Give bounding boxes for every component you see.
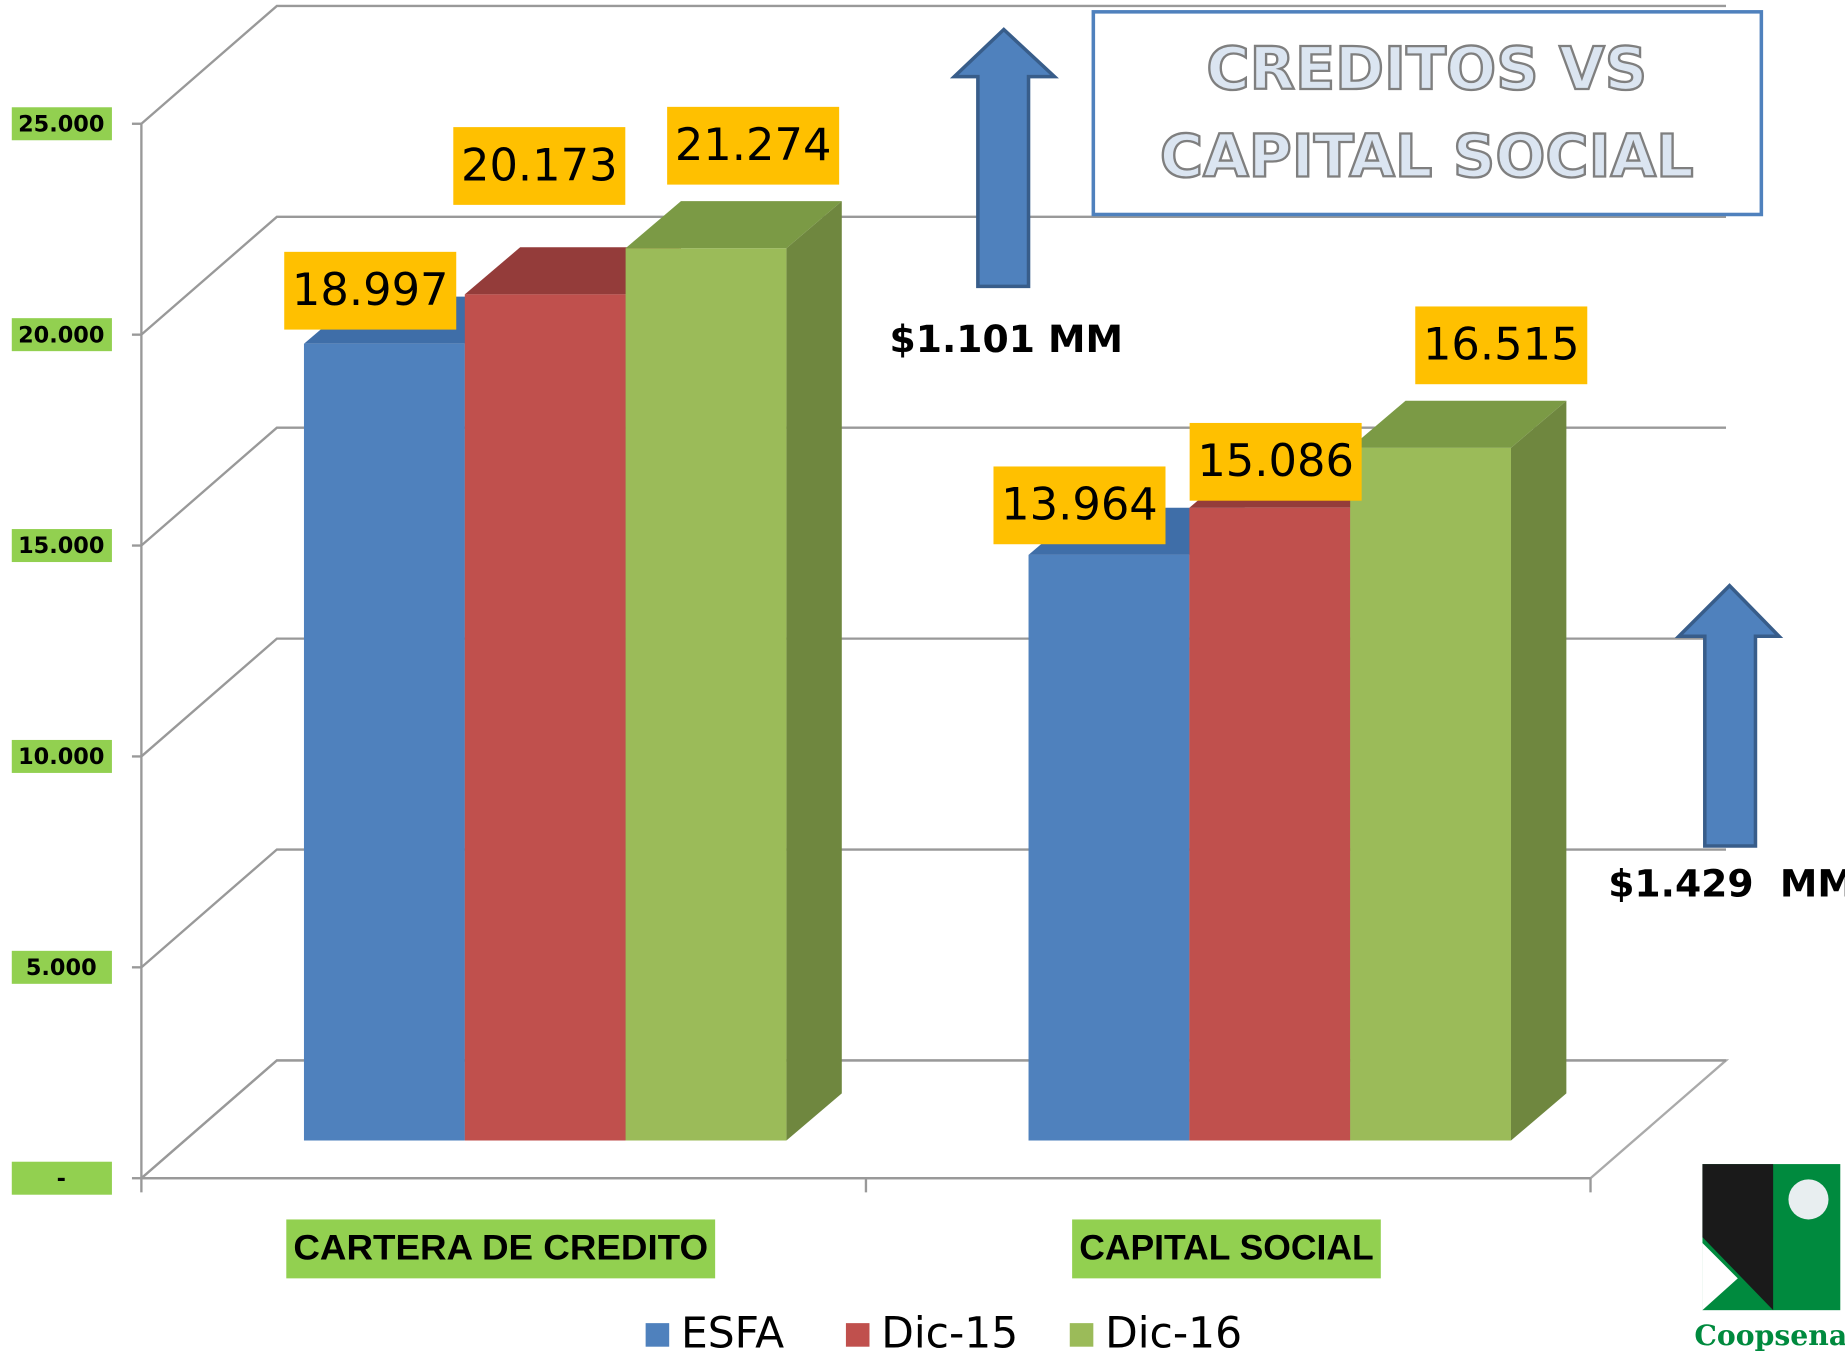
- value-label: 16.515: [1423, 318, 1580, 371]
- annotation: $1.101 MM: [890, 317, 1124, 361]
- y-tick-label: 25.000: [18, 111, 104, 137]
- bar: [303, 343, 465, 1141]
- legend-swatch: [645, 1323, 670, 1347]
- tick-label-box: [11, 107, 112, 141]
- value-label-box: [1189, 422, 1362, 501]
- tick-label-box: [11, 529, 112, 563]
- category-label-box: [286, 1219, 716, 1279]
- x-tick-label: CARTERA DE CREDITO: [293, 1228, 708, 1267]
- value-label: 15.086: [1197, 434, 1354, 487]
- tick-label-box: [11, 318, 112, 352]
- bar-side: [786, 201, 842, 1141]
- value-label: 18.997: [292, 263, 449, 316]
- legend-label: Dic-16: [1105, 1310, 1242, 1355]
- tick-label-box: [11, 739, 112, 773]
- logo-shape: [1702, 1164, 1774, 1311]
- value-label-box: [284, 251, 457, 330]
- value-label: 13.964: [1001, 478, 1158, 531]
- value-label: 21.274: [675, 118, 832, 171]
- grid-line: [140, 4, 1727, 125]
- logo: Coopsena: [1694, 1164, 1845, 1352]
- x-tick-label: CAPITAL SOCIAL: [1079, 1228, 1374, 1267]
- bar: [1189, 507, 1351, 1141]
- bar: [1028, 554, 1190, 1141]
- bar: [625, 248, 787, 1141]
- chart-title: CREDITOS VS: [1206, 34, 1647, 103]
- y-tick-label: 20.000: [18, 322, 104, 348]
- y-tick-label: 15.000: [18, 533, 104, 559]
- logo-shape: [1702, 1243, 1738, 1311]
- value-label-box: [453, 127, 626, 205]
- tick-label-box: [11, 1161, 112, 1195]
- bar-side: [1510, 400, 1567, 1141]
- arrow: [949, 27, 1059, 289]
- y-tick-label: 5.000: [26, 955, 97, 981]
- y-tick-label: -: [57, 1166, 66, 1192]
- chart-title: CAPITAL SOCIAL: [1160, 121, 1694, 190]
- bar-top: [1350, 400, 1567, 448]
- plot: - 5.000 10.000 15.000 20.000 25.000 CARTERA DE…: [11, 4, 1730, 1355]
- bar: [1350, 447, 1511, 1141]
- legend-label: ESFA: [681, 1310, 784, 1355]
- value-label: 20.173: [461, 138, 618, 191]
- value-label-box: [993, 466, 1166, 545]
- legend-swatch: [845, 1323, 870, 1347]
- category-label-box: [1072, 1219, 1381, 1279]
- logo-shape: [1788, 1179, 1829, 1220]
- annotation: $1.429 MM: [1608, 862, 1845, 906]
- grid-line: [140, 215, 1727, 336]
- y-tick-label: 10.000: [18, 744, 104, 770]
- legend-label: Dic-15: [881, 1310, 1018, 1355]
- legend-swatch: [1069, 1323, 1094, 1347]
- tick-label-box: [11, 950, 112, 984]
- value-label-box: [1415, 306, 1588, 385]
- bar: [464, 294, 626, 1141]
- bar-top: [625, 201, 842, 249]
- value-label-box: [667, 106, 840, 185]
- arrow: [1674, 583, 1784, 848]
- title-box: [1091, 10, 1764, 217]
- logo-text: Coopsena: [1694, 1318, 1845, 1352]
